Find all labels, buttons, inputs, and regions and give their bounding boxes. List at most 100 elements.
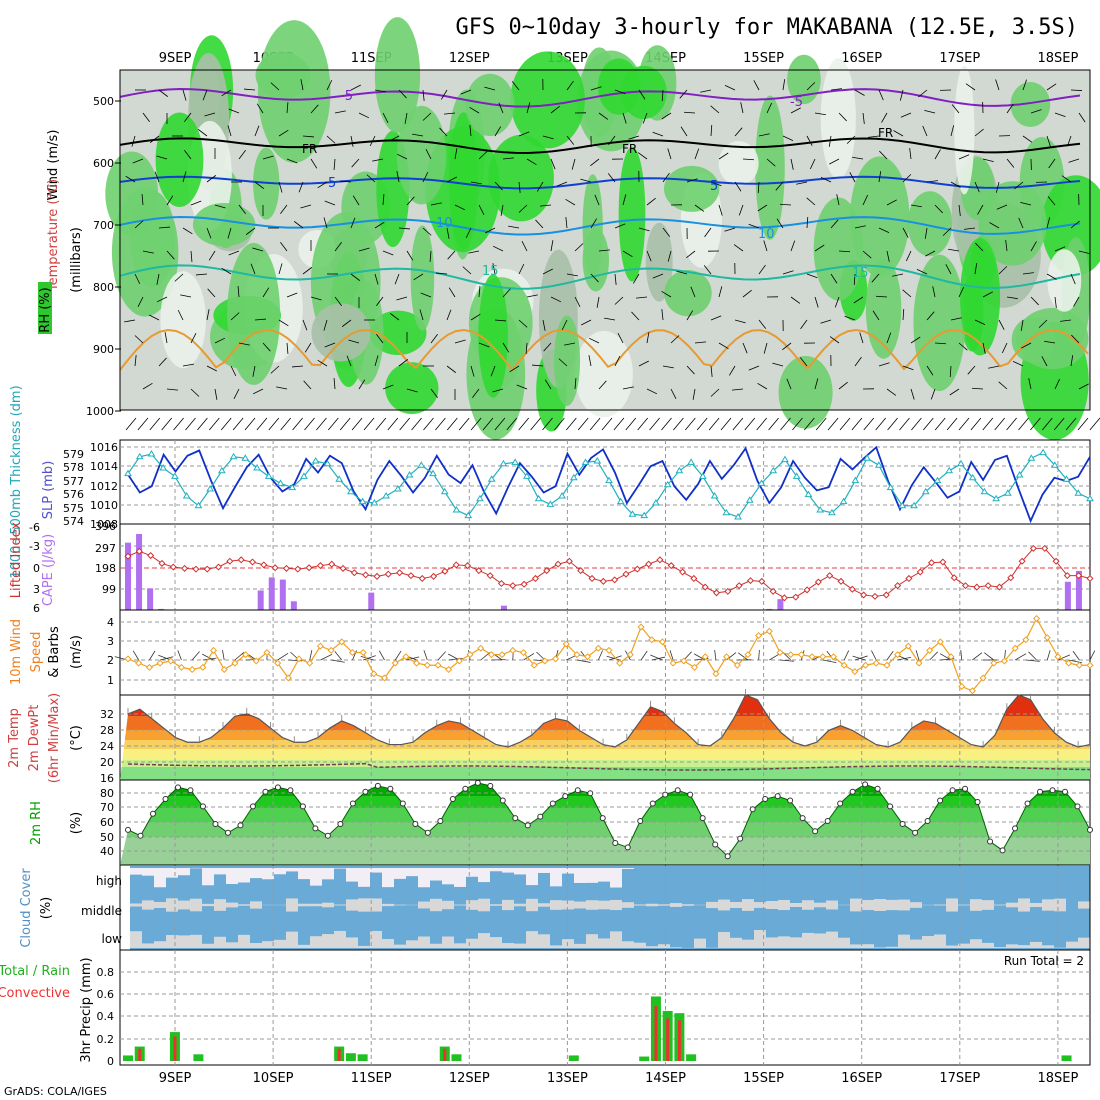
- wind-barb: [566, 135, 575, 145]
- wind-barb: [853, 296, 864, 304]
- high-cloud-segment: [610, 868, 622, 888]
- middle-cloud-segment: [910, 902, 922, 908]
- wind-barb: [134, 335, 144, 344]
- wind-barb: [796, 181, 808, 185]
- wind-barb: [462, 266, 472, 275]
- wind-barb: [828, 135, 832, 147]
- wind10-marker: [477, 644, 485, 652]
- wind-barb: [748, 365, 760, 371]
- wind-barb: [757, 382, 768, 390]
- wind-barb: [1022, 272, 1034, 275]
- rh-blob: [718, 141, 759, 186]
- low-cloud-segment: [298, 944, 310, 948]
- low-cloud-segment: [598, 938, 610, 948]
- wind-barb: [406, 250, 414, 261]
- wind-barb: [470, 313, 481, 321]
- wind-barb: [998, 381, 1008, 390]
- wind-barb: [425, 149, 432, 160]
- rh2m-marker: [774, 793, 781, 800]
- wind10-marker: [947, 653, 955, 661]
- high-cloud-segment: [490, 868, 502, 872]
- wind10-barb: [334, 651, 343, 661]
- surface-barb: [506, 417, 518, 431]
- wind-barb: [1078, 112, 1086, 123]
- wind-barb: [782, 135, 794, 142]
- wind-barb: [422, 227, 432, 236]
- wind-barb: [254, 125, 260, 137]
- wind-barb: [958, 204, 961, 216]
- wind-barb: [221, 267, 232, 275]
- wind-barb: [372, 158, 384, 162]
- lifted-index-marker: [147, 551, 155, 560]
- rh2m-marker: [999, 847, 1006, 854]
- thickness-marker: [957, 459, 965, 467]
- wind-barb: [965, 83, 976, 91]
- cape-bar: [125, 542, 131, 610]
- wind-barb: [838, 112, 847, 122]
- surface-barb: [1018, 417, 1029, 431]
- wind10-barb: [447, 653, 460, 661]
- wind-barb: [310, 104, 319, 114]
- wind-barb: [846, 135, 856, 144]
- low-cloud-segment: [958, 943, 970, 948]
- lifted-index-marker: [237, 556, 245, 564]
- low-cloud-segment: [1018, 945, 1030, 948]
- wind-barb: [638, 89, 646, 100]
- wind-barb: [502, 157, 514, 160]
- wind10-barb: [769, 653, 781, 661]
- thickness-marker: [828, 508, 836, 516]
- wind-barb: [820, 176, 832, 183]
- wind10-marker: [1033, 614, 1041, 623]
- wind-barb: [430, 202, 442, 206]
- wind-barb: [844, 315, 856, 321]
- middle-cloud-segment: [130, 903, 142, 907]
- wind10-marker: [1065, 659, 1073, 667]
- wind-barb: [454, 148, 458, 160]
- temperature-axis-label: Temperature (°C): [46, 179, 61, 292]
- wind-barb: [852, 156, 864, 160]
- wind-barb: [166, 195, 174, 206]
- high-cloud-segment: [214, 868, 226, 875]
- low-cloud-segment: [382, 939, 394, 948]
- temp2m-grid: [120, 695, 1090, 780]
- wind-barb: [809, 158, 816, 170]
- thickness-marker: [687, 458, 696, 465]
- wind-barb: [838, 250, 851, 253]
- wind10-marker: [637, 623, 645, 631]
- rh2m-marker: [612, 840, 619, 847]
- surface-barb: [911, 417, 922, 431]
- wind-barb: [270, 365, 280, 374]
- tick-label: 600: [93, 157, 114, 170]
- wind-barb: [454, 204, 466, 211]
- wind10-marker: [594, 644, 602, 652]
- low-cloud-segment: [562, 939, 574, 948]
- lifted-index-marker: [1041, 544, 1049, 552]
- wind-barb: [478, 151, 488, 160]
- wind-barb: [278, 263, 283, 275]
- wind-barb: [278, 319, 289, 327]
- low-cloud-segment: [490, 937, 502, 948]
- wind10-barb: [222, 650, 225, 661]
- high-cloud-segment: [406, 868, 418, 877]
- rh2m-marker: [149, 810, 156, 817]
- wind-barb: [590, 273, 599, 283]
- surface-barb: [744, 417, 756, 431]
- wind10-marker: [402, 653, 410, 661]
- wind-barb: [448, 287, 456, 298]
- wind10-marker: [712, 670, 720, 678]
- wind10-barb: [234, 652, 245, 661]
- middle-cloud-segment: [154, 901, 166, 909]
- wind-barb: [333, 158, 336, 170]
- surface-barb: [756, 417, 768, 431]
- wind-barb: [830, 273, 838, 284]
- rh2m-marker: [487, 782, 494, 789]
- wind-barb: [758, 319, 767, 329]
- wind-barb: [683, 111, 696, 114]
- wind-barb: [413, 273, 424, 281]
- lifted-index-marker: [882, 591, 890, 599]
- thickness-marker: [640, 511, 649, 519]
- middle-cloud-segment: [874, 899, 886, 911]
- wind-barb: [814, 378, 819, 390]
- wind-barb: [422, 171, 429, 183]
- wind10-barb: [149, 650, 156, 661]
